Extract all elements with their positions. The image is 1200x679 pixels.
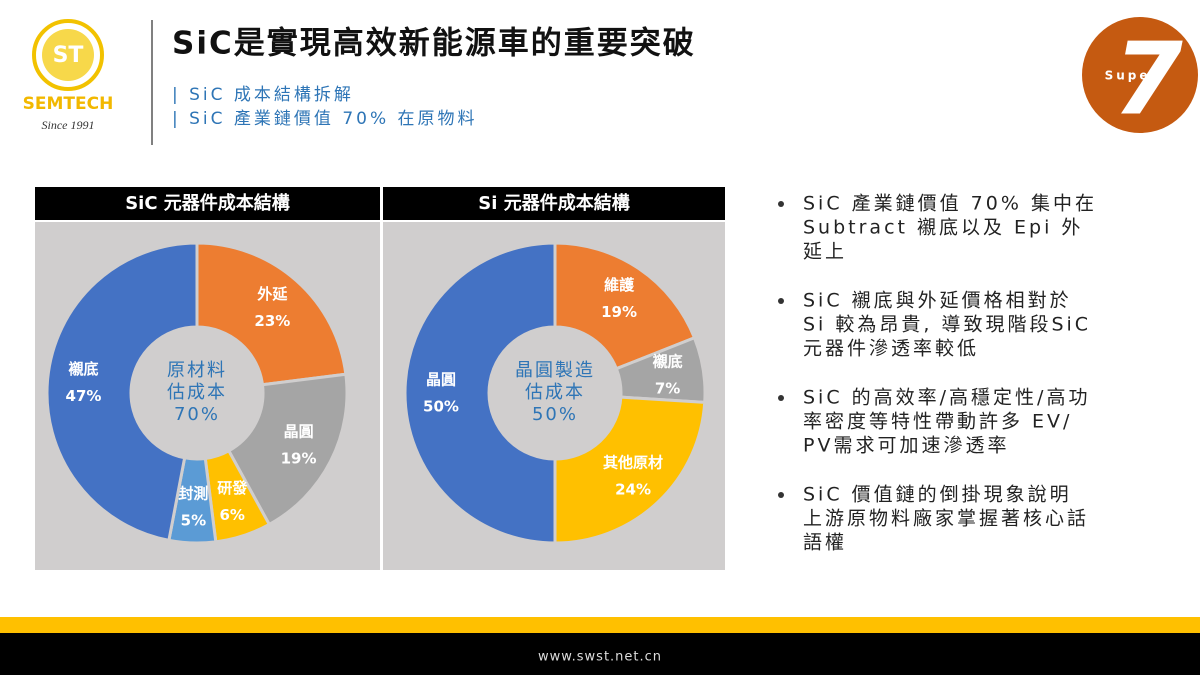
badge — [1082, 17, 1198, 133]
center-label: 70% — [174, 404, 220, 425]
logo-mark: ST — [53, 43, 84, 68]
value-label: 50% — [423, 398, 459, 416]
value-label: 19% — [601, 303, 637, 321]
slice-label: 其他原材 — [603, 454, 663, 472]
value-label: 7% — [655, 380, 680, 398]
bullet-text: SiC 的高效率/高穩定性/高功 — [803, 387, 1090, 409]
slice — [553, 241, 697, 371]
logo-disc — [42, 29, 94, 81]
bullet-dot — [778, 201, 784, 207]
value-label: 5% — [181, 511, 206, 529]
slice — [45, 241, 199, 543]
slice — [195, 241, 348, 387]
logo-name: SEMTECH — [23, 94, 114, 114]
footer-bar — [0, 633, 1200, 675]
slice-label: 襯底 — [67, 360, 98, 378]
logo-since: Since 1991 — [42, 118, 95, 132]
bullet-text: PV需求可加速滲透率 — [803, 435, 1009, 457]
title: SiC是實現高效新能源車的重要突破 — [172, 26, 696, 62]
bullet-text: 元器件滲透率較低 — [803, 338, 979, 360]
subtitle: | SiC 產業鏈價值 70% 在原物料 — [172, 109, 478, 129]
center-label: 晶圓製造 — [515, 360, 595, 381]
bullet-dot — [778, 298, 784, 304]
slice-label: 外延 — [256, 285, 288, 303]
slice-label: 襯底 — [652, 353, 683, 371]
slice-label: 晶圓 — [426, 371, 456, 389]
bullet-text: Subtract 襯底以及 Epi 外 — [803, 217, 1083, 239]
center-label: 原材料 — [167, 360, 227, 381]
bullet-text: 延上 — [803, 241, 847, 263]
chart-header — [383, 187, 725, 220]
badge-word: Super — [1105, 69, 1160, 83]
bullet-text: 語權 — [803, 532, 847, 554]
bullet-text: Si 較為昂貴, 導致現階段SiC — [803, 314, 1091, 336]
value-label: 23% — [254, 312, 290, 330]
value-label: 24% — [615, 481, 651, 499]
value-label: 47% — [66, 387, 102, 405]
bullet-text: 上游原物料廠家掌握著核心話 — [803, 507, 1089, 530]
slice — [403, 241, 557, 545]
bullet-text: 率密度等特性帶動許多 EV/ — [803, 411, 1072, 433]
slice — [553, 395, 707, 545]
slice-label: 封測 — [178, 484, 208, 502]
footer-url: www.swst.net.cn — [538, 650, 662, 665]
logo-ring — [32, 19, 104, 91]
slice — [226, 372, 349, 527]
bullet-dot — [778, 395, 784, 401]
chart-header — [35, 187, 380, 220]
slice-label: 研發 — [217, 479, 248, 497]
slice-label: 維護 — [604, 276, 635, 294]
slice-label: 晶圓 — [284, 422, 314, 440]
subtitle: | SiC 成本結構拆解 — [172, 85, 354, 105]
center-label: 估成本 — [525, 382, 585, 403]
chart-title: SiC 元器件成本結構 — [125, 192, 290, 214]
bullet-text: SiC 產業鏈價值 70% 集中在 — [803, 193, 1097, 215]
footer-stripe — [0, 617, 1200, 633]
badge-number: 7 — [1113, 20, 1183, 137]
bullet-text: SiC 價值鏈的倒掛現象說明 — [803, 484, 1072, 506]
chart-title: Si 元器件成本結構 — [478, 192, 629, 214]
center-label: 估成本 — [167, 382, 227, 403]
value-label: 19% — [281, 449, 317, 467]
center-label: 50% — [532, 404, 578, 425]
value-label: 6% — [219, 506, 244, 524]
bullet-dot — [778, 492, 784, 498]
bullet-text: SiC 襯底與外延價格相對於 — [803, 290, 1072, 312]
